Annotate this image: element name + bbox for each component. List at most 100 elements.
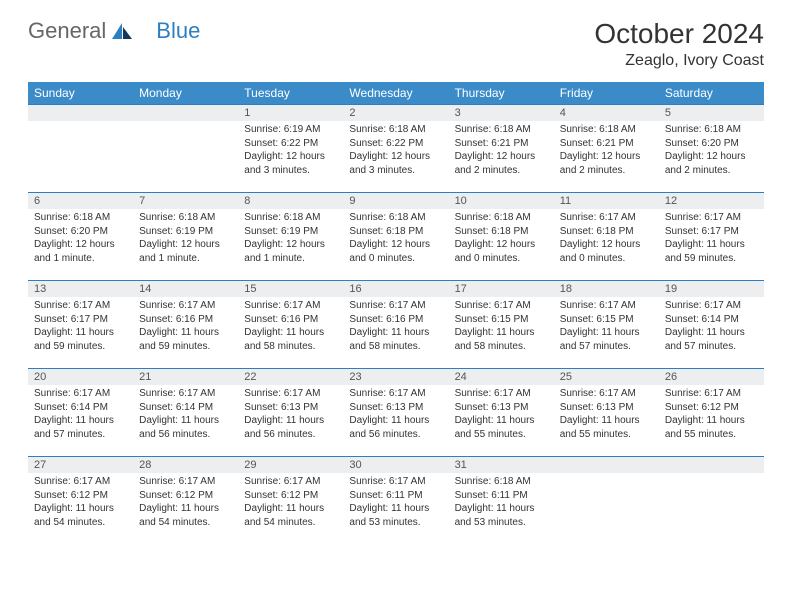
calendar-cell: 6Sunrise: 6:18 AMSunset: 6:20 PMDaylight… — [28, 192, 133, 280]
weekday-header: Monday — [133, 82, 238, 104]
day-details: Sunrise: 6:17 AMSunset: 6:13 PMDaylight:… — [238, 385, 343, 445]
day-details: Sunrise: 6:17 AMSunset: 6:15 PMDaylight:… — [554, 297, 659, 357]
day-number: 21 — [133, 368, 238, 385]
day-details: Sunrise: 6:17 AMSunset: 6:13 PMDaylight:… — [554, 385, 659, 445]
day-details: Sunrise: 6:18 AMSunset: 6:21 PMDaylight:… — [449, 121, 554, 181]
day-number: 15 — [238, 280, 343, 297]
calendar-cell: 1Sunrise: 6:19 AMSunset: 6:22 PMDaylight… — [238, 104, 343, 192]
day-number: 6 — [28, 192, 133, 209]
day-details: Sunrise: 6:17 AMSunset: 6:16 PMDaylight:… — [343, 297, 448, 357]
day-details: Sunrise: 6:18 AMSunset: 6:20 PMDaylight:… — [659, 121, 764, 181]
weekday-header: Friday — [554, 82, 659, 104]
calendar-cell — [554, 456, 659, 544]
day-number: 24 — [449, 368, 554, 385]
calendar-cell: 11Sunrise: 6:17 AMSunset: 6:18 PMDayligh… — [554, 192, 659, 280]
calendar-cell: 22Sunrise: 6:17 AMSunset: 6:13 PMDayligh… — [238, 368, 343, 456]
day-number: 11 — [554, 192, 659, 209]
weekday-header: Sunday — [28, 82, 133, 104]
day-details: Sunrise: 6:17 AMSunset: 6:17 PMDaylight:… — [659, 209, 764, 269]
calendar-cell: 8Sunrise: 6:18 AMSunset: 6:19 PMDaylight… — [238, 192, 343, 280]
empty-day — [554, 456, 659, 473]
calendar-cell: 23Sunrise: 6:17 AMSunset: 6:13 PMDayligh… — [343, 368, 448, 456]
weekday-header: Saturday — [659, 82, 764, 104]
calendar-cell: 24Sunrise: 6:17 AMSunset: 6:13 PMDayligh… — [449, 368, 554, 456]
day-number: 7 — [133, 192, 238, 209]
weekday-header: Wednesday — [343, 82, 448, 104]
day-number: 20 — [28, 368, 133, 385]
day-number: 31 — [449, 456, 554, 473]
day-number: 26 — [659, 368, 764, 385]
day-details: Sunrise: 6:18 AMSunset: 6:21 PMDaylight:… — [554, 121, 659, 181]
day-number: 8 — [238, 192, 343, 209]
day-details: Sunrise: 6:18 AMSunset: 6:20 PMDaylight:… — [28, 209, 133, 269]
day-number: 18 — [554, 280, 659, 297]
calendar-cell: 31Sunrise: 6:18 AMSunset: 6:11 PMDayligh… — [449, 456, 554, 544]
month-title: October 2024 — [594, 18, 764, 50]
day-details: Sunrise: 6:17 AMSunset: 6:13 PMDaylight:… — [343, 385, 448, 445]
calendar-cell: 29Sunrise: 6:17 AMSunset: 6:12 PMDayligh… — [238, 456, 343, 544]
day-details: Sunrise: 6:17 AMSunset: 6:12 PMDaylight:… — [238, 473, 343, 533]
calendar-cell: 7Sunrise: 6:18 AMSunset: 6:19 PMDaylight… — [133, 192, 238, 280]
calendar-cell: 17Sunrise: 6:17 AMSunset: 6:15 PMDayligh… — [449, 280, 554, 368]
calendar-row: 20Sunrise: 6:17 AMSunset: 6:14 PMDayligh… — [28, 368, 764, 456]
day-number: 13 — [28, 280, 133, 297]
title-block: October 2024 Zeaglo, Ivory Coast — [594, 18, 764, 70]
calendar-cell: 13Sunrise: 6:17 AMSunset: 6:17 PMDayligh… — [28, 280, 133, 368]
day-number: 25 — [554, 368, 659, 385]
day-details: Sunrise: 6:19 AMSunset: 6:22 PMDaylight:… — [238, 121, 343, 181]
calendar-cell: 5Sunrise: 6:18 AMSunset: 6:20 PMDaylight… — [659, 104, 764, 192]
calendar-cell — [133, 104, 238, 192]
day-details: Sunrise: 6:17 AMSunset: 6:11 PMDaylight:… — [343, 473, 448, 533]
calendar-cell: 28Sunrise: 6:17 AMSunset: 6:12 PMDayligh… — [133, 456, 238, 544]
weekday-header: Tuesday — [238, 82, 343, 104]
logo-sail-icon — [110, 21, 134, 41]
calendar-body: 1Sunrise: 6:19 AMSunset: 6:22 PMDaylight… — [28, 104, 764, 544]
calendar-cell: 3Sunrise: 6:18 AMSunset: 6:21 PMDaylight… — [449, 104, 554, 192]
day-details: Sunrise: 6:17 AMSunset: 6:14 PMDaylight:… — [133, 385, 238, 445]
day-number: 10 — [449, 192, 554, 209]
calendar-cell: 18Sunrise: 6:17 AMSunset: 6:15 PMDayligh… — [554, 280, 659, 368]
day-details: Sunrise: 6:17 AMSunset: 6:14 PMDaylight:… — [28, 385, 133, 445]
calendar-cell: 19Sunrise: 6:17 AMSunset: 6:14 PMDayligh… — [659, 280, 764, 368]
empty-day — [133, 104, 238, 121]
empty-day — [659, 456, 764, 473]
logo-text-2: Blue — [156, 18, 200, 44]
day-number: 19 — [659, 280, 764, 297]
calendar-cell: 9Sunrise: 6:18 AMSunset: 6:18 PMDaylight… — [343, 192, 448, 280]
day-details: Sunrise: 6:17 AMSunset: 6:16 PMDaylight:… — [133, 297, 238, 357]
weekday-header: Thursday — [449, 82, 554, 104]
location: Zeaglo, Ivory Coast — [594, 52, 764, 70]
day-number: 14 — [133, 280, 238, 297]
day-details: Sunrise: 6:18 AMSunset: 6:22 PMDaylight:… — [343, 121, 448, 181]
day-details: Sunrise: 6:18 AMSunset: 6:18 PMDaylight:… — [343, 209, 448, 269]
calendar-cell: 26Sunrise: 6:17 AMSunset: 6:12 PMDayligh… — [659, 368, 764, 456]
calendar-cell: 30Sunrise: 6:17 AMSunset: 6:11 PMDayligh… — [343, 456, 448, 544]
day-details: Sunrise: 6:17 AMSunset: 6:12 PMDaylight:… — [28, 473, 133, 533]
calendar-cell — [659, 456, 764, 544]
day-number: 5 — [659, 104, 764, 121]
day-number: 3 — [449, 104, 554, 121]
calendar-row: 13Sunrise: 6:17 AMSunset: 6:17 PMDayligh… — [28, 280, 764, 368]
day-details: Sunrise: 6:17 AMSunset: 6:12 PMDaylight:… — [133, 473, 238, 533]
day-details: Sunrise: 6:17 AMSunset: 6:14 PMDaylight:… — [659, 297, 764, 357]
calendar-row: 1Sunrise: 6:19 AMSunset: 6:22 PMDaylight… — [28, 104, 764, 192]
calendar-cell: 21Sunrise: 6:17 AMSunset: 6:14 PMDayligh… — [133, 368, 238, 456]
calendar-row: 6Sunrise: 6:18 AMSunset: 6:20 PMDaylight… — [28, 192, 764, 280]
logo-text-1: General — [28, 18, 106, 44]
weekday-header-row: SundayMondayTuesdayWednesdayThursdayFrid… — [28, 82, 764, 104]
header: General Blue October 2024 Zeaglo, Ivory … — [28, 18, 764, 70]
day-number: 30 — [343, 456, 448, 473]
day-details: Sunrise: 6:17 AMSunset: 6:15 PMDaylight:… — [449, 297, 554, 357]
day-details: Sunrise: 6:18 AMSunset: 6:19 PMDaylight:… — [238, 209, 343, 269]
day-details: Sunrise: 6:18 AMSunset: 6:19 PMDaylight:… — [133, 209, 238, 269]
calendar-cell: 27Sunrise: 6:17 AMSunset: 6:12 PMDayligh… — [28, 456, 133, 544]
day-details: Sunrise: 6:17 AMSunset: 6:13 PMDaylight:… — [449, 385, 554, 445]
day-number: 22 — [238, 368, 343, 385]
day-number: 27 — [28, 456, 133, 473]
day-details: Sunrise: 6:17 AMSunset: 6:18 PMDaylight:… — [554, 209, 659, 269]
day-number: 29 — [238, 456, 343, 473]
calendar-cell: 25Sunrise: 6:17 AMSunset: 6:13 PMDayligh… — [554, 368, 659, 456]
empty-day — [28, 104, 133, 121]
calendar-cell: 15Sunrise: 6:17 AMSunset: 6:16 PMDayligh… — [238, 280, 343, 368]
day-number: 17 — [449, 280, 554, 297]
